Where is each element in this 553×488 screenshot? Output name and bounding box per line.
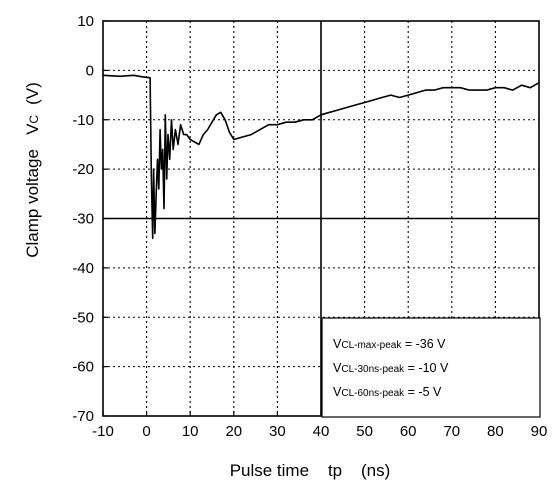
y-axis-title: Clamp voltage VC(V): [23, 82, 42, 258]
annotation-box: VCL-max-peak = -36 V VCL-30ns-peak = -10…: [321, 317, 541, 418]
series-layer: [102, 74, 540, 240]
y-tick-label: -60: [72, 359, 94, 376]
y-tick-label: -50: [72, 309, 94, 326]
annotation-60ns-peak: VCL-60ns-peak = -5 V: [333, 385, 442, 399]
tick-labels: -10 0 10 20 30 40 50 60 70 80 90 -70 -60 -50 -40 -30 -20…: [72, 13, 547, 440]
y-tick-label: 0: [86, 62, 94, 79]
grid-lines: [103, 21, 539, 416]
x-tick-label: 70: [443, 423, 460, 440]
x-axis-title: Pulse time tp (ns): [230, 461, 391, 480]
x-tick-label: -10: [92, 423, 114, 440]
x-tick-label: 30: [269, 423, 286, 440]
x-tick-label: 40: [313, 423, 330, 440]
annotation-max-peak: VCL-max-peak = -36 V: [333, 337, 446, 351]
annotation-30ns-peak: VCL-30ns-peak = -10 V: [333, 361, 449, 375]
x-tick-label: 90: [531, 423, 548, 440]
x-tick-label: 0: [142, 423, 150, 440]
x-tick-label: 10: [182, 423, 199, 440]
x-tick-label: 60: [400, 423, 417, 440]
y-tick-label: 10: [77, 13, 94, 30]
x-tick-label: 50: [356, 423, 373, 440]
y-tick-label: -10: [72, 112, 94, 129]
y-tick-label: -70: [72, 408, 94, 425]
x-tick-label: 80: [487, 423, 504, 440]
x-tick-label: 20: [225, 423, 242, 440]
y-tick-label: -30: [72, 211, 94, 228]
y-tick-label: -40: [72, 260, 94, 277]
y-tick-label: -20: [72, 161, 94, 178]
series-line: [102, 74, 540, 240]
